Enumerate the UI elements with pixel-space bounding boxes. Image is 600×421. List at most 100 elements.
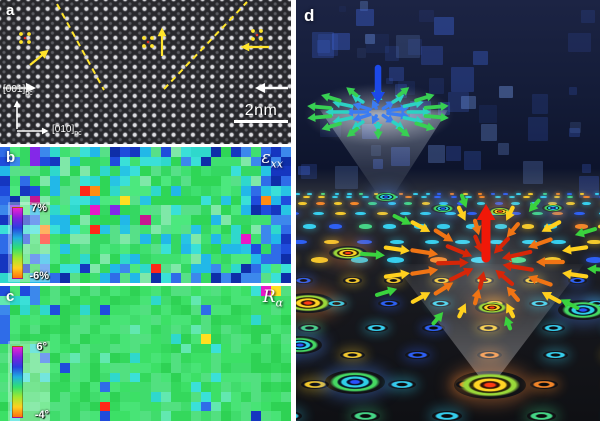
- map-cell: [120, 305, 131, 315]
- floor-dot: [566, 202, 576, 206]
- polarization-arrow: [471, 218, 482, 236]
- floor-dot: [432, 411, 462, 421]
- map-cell: [80, 205, 91, 215]
- map-cell: [240, 205, 251, 215]
- mosaic-tile: [335, 166, 358, 190]
- map-cell: [0, 166, 11, 177]
- map-cell: [230, 314, 241, 325]
- map-cell: [200, 372, 211, 383]
- map-cell: [10, 295, 21, 306]
- domain-wall-line-left: [56, 3, 105, 91]
- map-cell: [230, 263, 241, 274]
- map-cell: [60, 401, 71, 412]
- map-cell: [80, 343, 91, 354]
- map-cell: [230, 166, 241, 177]
- map-cell: [0, 273, 11, 283]
- map-cell: [150, 334, 161, 344]
- map-cell: [0, 286, 11, 296]
- map-cell: [0, 176, 11, 186]
- map-cell: [130, 166, 141, 177]
- map-cell: [210, 305, 221, 315]
- map-cell: [240, 295, 251, 306]
- floor-dot: [296, 411, 302, 421]
- polarization-arrow: [406, 107, 431, 117]
- map-cell: [210, 253, 221, 264]
- map-cell: [150, 244, 161, 254]
- map-cell: [120, 363, 131, 373]
- map-cell: [240, 372, 251, 383]
- map-cell: [80, 372, 91, 383]
- map-cell: [270, 295, 281, 306]
- map-cell: [130, 244, 141, 254]
- floor-dot: [542, 324, 566, 332]
- polarization-arrow: [433, 282, 454, 296]
- map-cell: [130, 324, 141, 335]
- map-cell: [260, 224, 271, 235]
- map-cell: [220, 214, 231, 225]
- floor-dot: [403, 202, 413, 206]
- mosaic-tile: [317, 39, 331, 53]
- displaced-cation-dot: [23, 36, 27, 40]
- floor-dot: [325, 299, 347, 307]
- map-cell: [230, 382, 241, 393]
- map-cell: [230, 286, 241, 296]
- map-cell: [130, 234, 141, 245]
- floor-dot: [296, 211, 299, 216]
- map-cell: [40, 372, 51, 383]
- map-cell: [220, 205, 231, 215]
- panel-b-label: b: [6, 149, 16, 166]
- map-cell: [20, 392, 31, 402]
- map-cell: [170, 263, 181, 274]
- map-cell: [100, 214, 111, 225]
- map-cell: [140, 401, 151, 412]
- map-cell: [70, 166, 81, 177]
- polarization-arrow: [527, 237, 553, 250]
- map-cell: [160, 234, 171, 245]
- map-cell: [130, 343, 141, 354]
- map-cell: [210, 295, 221, 306]
- map-cell: [230, 372, 241, 383]
- map-cell: [30, 324, 41, 335]
- map-cell: [20, 224, 31, 235]
- map-cell: [50, 156, 61, 167]
- map-cell: [180, 401, 191, 412]
- map-cell: [260, 305, 271, 315]
- map-cell: [110, 353, 121, 364]
- map-cell: [110, 253, 121, 264]
- polarization-arrow: [457, 303, 467, 319]
- polarization-arrow: [414, 121, 435, 132]
- polarization-arrow: [501, 249, 533, 262]
- map-cell: [40, 334, 51, 344]
- panel-c-rotation-map: c Rα 6° -4°: [0, 286, 291, 421]
- map-cell: [250, 224, 261, 235]
- mosaic-tile: [421, 46, 444, 66]
- map-cell: [90, 234, 101, 245]
- floor-dot: [476, 351, 503, 360]
- mosaic-tile: [527, 117, 548, 141]
- mosaic-tile: [364, 34, 375, 45]
- map-cell: [80, 392, 91, 402]
- map-cell: [0, 401, 11, 412]
- map-cell: [220, 156, 231, 167]
- map-cell: [170, 324, 181, 335]
- map-cell: [170, 185, 181, 196]
- map-cell: [70, 372, 81, 383]
- map-cell: [60, 253, 71, 264]
- map-cell: [210, 156, 221, 167]
- floor-dot: [510, 211, 521, 216]
- mosaic-tile: [461, 96, 477, 110]
- map-cell: [170, 234, 181, 245]
- map-cell: [0, 244, 11, 254]
- mosaic-tile: [388, 67, 404, 81]
- polarization-arrow: [360, 249, 385, 260]
- map-cell: [180, 224, 191, 235]
- map-cell: [210, 166, 221, 177]
- polarization-arrow: [527, 274, 553, 287]
- map-cell: [230, 295, 241, 306]
- map-cell: [20, 382, 31, 393]
- map-cell: [10, 305, 21, 315]
- map-cell: [70, 263, 81, 274]
- mosaic-tile: [481, 123, 498, 141]
- map-cell: [140, 343, 151, 354]
- mosaic-tile: [312, 32, 335, 58]
